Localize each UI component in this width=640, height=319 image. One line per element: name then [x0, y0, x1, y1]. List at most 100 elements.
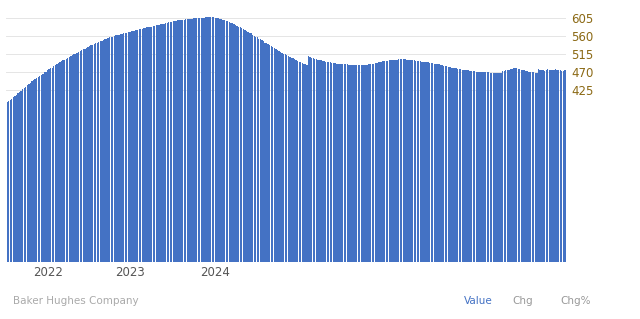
Bar: [54, 65, 56, 262]
Bar: [522, 70, 524, 262]
Text: Chg: Chg: [512, 296, 532, 306]
Bar: [319, 60, 320, 262]
Bar: [403, 59, 404, 262]
Bar: [370, 64, 371, 262]
Bar: [63, 60, 64, 262]
Bar: [24, 88, 25, 262]
Bar: [269, 45, 270, 262]
Bar: [289, 57, 291, 262]
Bar: [191, 19, 193, 262]
Bar: [499, 73, 500, 262]
Bar: [60, 63, 61, 262]
Bar: [351, 65, 353, 262]
Bar: [168, 22, 170, 262]
Bar: [28, 84, 29, 262]
Bar: [98, 42, 99, 262]
Bar: [74, 54, 75, 262]
Bar: [420, 61, 421, 262]
Bar: [469, 71, 471, 262]
Bar: [547, 69, 548, 262]
Bar: [399, 59, 401, 262]
Bar: [339, 64, 340, 262]
Bar: [518, 69, 519, 262]
Bar: [131, 31, 132, 262]
Bar: [282, 53, 283, 262]
Bar: [533, 72, 534, 262]
Bar: [263, 41, 264, 262]
Bar: [184, 20, 185, 262]
Bar: [578, 71, 579, 262]
Bar: [253, 36, 255, 262]
Bar: [328, 63, 330, 262]
Bar: [115, 35, 116, 262]
Bar: [486, 72, 488, 262]
Bar: [49, 69, 50, 262]
Bar: [359, 65, 360, 262]
Bar: [308, 56, 309, 262]
Bar: [86, 48, 87, 262]
Bar: [126, 33, 127, 262]
Bar: [458, 69, 460, 262]
Bar: [330, 63, 331, 262]
Bar: [527, 71, 528, 262]
Bar: [530, 72, 531, 262]
Bar: [347, 64, 348, 262]
Bar: [27, 85, 28, 262]
Bar: [493, 73, 494, 262]
Bar: [504, 71, 505, 262]
Bar: [502, 71, 504, 262]
Bar: [494, 73, 495, 262]
Bar: [250, 33, 252, 262]
Bar: [488, 72, 490, 262]
Bar: [143, 28, 145, 262]
Bar: [159, 25, 160, 262]
Bar: [367, 65, 368, 262]
Bar: [207, 17, 208, 262]
Bar: [564, 70, 566, 262]
Bar: [100, 41, 101, 262]
Bar: [65, 59, 67, 262]
Bar: [404, 59, 406, 262]
Bar: [468, 70, 469, 262]
Bar: [334, 63, 335, 262]
Bar: [554, 70, 555, 262]
Bar: [177, 20, 179, 262]
Bar: [170, 22, 171, 262]
Bar: [331, 63, 333, 262]
Bar: [451, 68, 452, 262]
Bar: [429, 63, 430, 262]
Bar: [322, 61, 323, 262]
Bar: [199, 18, 200, 262]
Bar: [482, 72, 483, 262]
Bar: [407, 60, 408, 262]
Bar: [577, 71, 578, 262]
Bar: [323, 61, 324, 262]
Bar: [410, 60, 412, 262]
Bar: [201, 18, 202, 262]
Bar: [476, 72, 477, 262]
Bar: [30, 83, 31, 262]
Bar: [67, 58, 68, 262]
Bar: [567, 70, 568, 262]
Bar: [424, 62, 426, 262]
Bar: [376, 63, 378, 262]
Bar: [36, 78, 37, 262]
Bar: [552, 70, 553, 262]
Bar: [283, 54, 284, 262]
Bar: [274, 48, 275, 262]
Bar: [516, 69, 517, 262]
Bar: [500, 73, 502, 262]
Bar: [388, 60, 390, 262]
Bar: [122, 34, 123, 262]
Bar: [154, 26, 156, 262]
Bar: [434, 63, 435, 262]
Bar: [575, 70, 577, 262]
Bar: [93, 44, 95, 262]
Bar: [205, 17, 207, 262]
Bar: [147, 27, 148, 262]
Bar: [497, 73, 499, 262]
Bar: [472, 71, 474, 262]
Bar: [272, 47, 273, 262]
Bar: [561, 71, 563, 262]
Bar: [305, 64, 306, 262]
